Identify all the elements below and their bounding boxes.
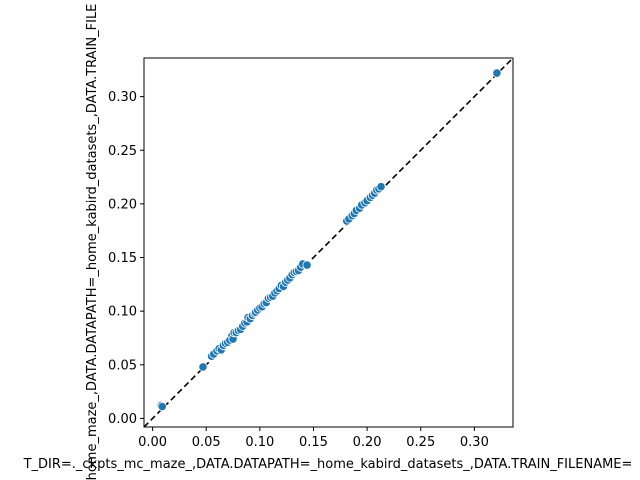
data-point bbox=[157, 402, 167, 412]
y-tick-label: 0.20 bbox=[108, 197, 137, 212]
plot-frame bbox=[143, 57, 514, 428]
x-tick-label: 0.00 bbox=[138, 435, 167, 450]
x-tick-label: 0.20 bbox=[353, 435, 382, 450]
x-tick-label: 0.05 bbox=[192, 435, 221, 450]
data-point bbox=[302, 260, 312, 270]
x-tick-label: 0.30 bbox=[460, 435, 489, 450]
x-tick-label: 0.15 bbox=[299, 435, 328, 450]
y-tick-label: 0.05 bbox=[108, 358, 137, 373]
x-tick-label: 0.10 bbox=[245, 435, 274, 450]
y-axis-label: home_maze_,DATA.DATAPATH=_home_kabird_da… bbox=[85, 4, 100, 480]
reference-line bbox=[144, 58, 513, 427]
y-tick-label: 0.00 bbox=[108, 412, 137, 427]
y-tick-label: 0.10 bbox=[108, 305, 137, 320]
data-point bbox=[376, 182, 386, 192]
y-tick-label: 0.25 bbox=[108, 144, 137, 159]
data-point bbox=[492, 68, 502, 78]
y-tick-label: 0.30 bbox=[108, 90, 137, 105]
data-point bbox=[198, 362, 208, 372]
x-axis-label: T_DIR=._ckpts_mc_maze_,DATA.DATAPATH=_ho… bbox=[23, 457, 633, 472]
y-tick-label: 0.15 bbox=[108, 251, 137, 266]
x-tick-label: 0.25 bbox=[406, 435, 435, 450]
